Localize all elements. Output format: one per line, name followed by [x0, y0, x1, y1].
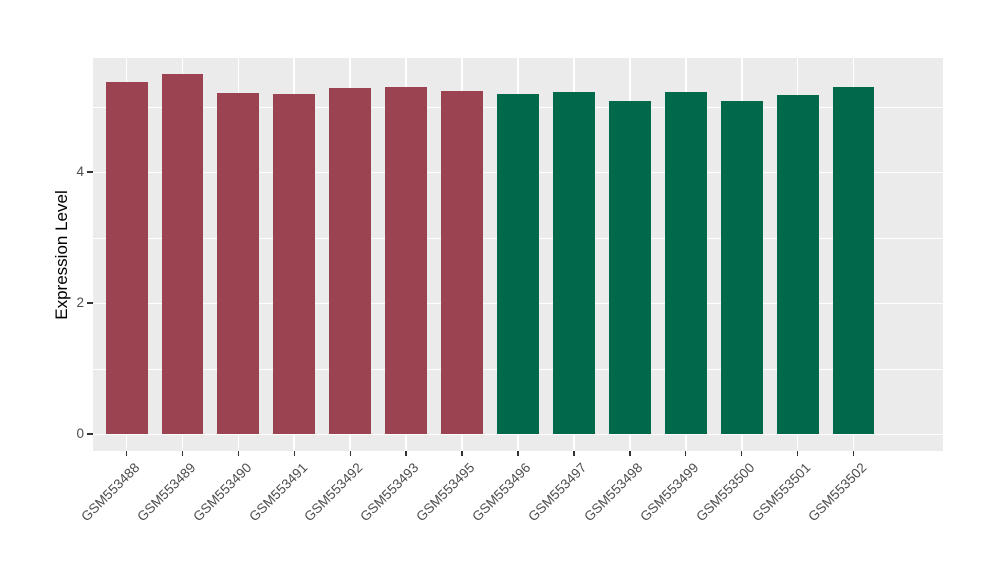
x-axis-tick — [293, 451, 295, 456]
y-tick-label: 2 — [76, 295, 84, 310]
bar-GSM553502 — [832, 86, 875, 434]
bar-GSM553498 — [608, 100, 651, 434]
x-tick-label: GSM553492 — [301, 460, 366, 525]
bar-GSM553501 — [776, 95, 819, 434]
x-axis-tick — [685, 451, 687, 456]
x-tick-label: GSM553489 — [133, 460, 199, 525]
y-tick-label: 4 — [76, 164, 84, 179]
x-tick-label: GSM553497 — [525, 460, 590, 525]
x-tick-label: GSM553501 — [749, 460, 814, 525]
bar-GSM553493 — [385, 86, 428, 434]
x-tick-label: GSM553490 — [189, 460, 255, 525]
bar-GSM553491 — [273, 94, 316, 434]
bar-GSM553489 — [161, 73, 204, 434]
bar-GSM553488 — [105, 82, 148, 434]
x-tick-label: GSM553498 — [581, 460, 646, 525]
x-axis-tick — [125, 451, 128, 456]
x-axis-tick — [237, 451, 240, 456]
bar-GSM553499 — [664, 92, 707, 434]
y-axis-tick — [87, 302, 93, 304]
x-axis-tick — [796, 451, 799, 456]
x-axis-tick — [852, 451, 855, 456]
x-axis-tick — [740, 451, 743, 456]
bar-GSM553500 — [720, 101, 763, 434]
x-tick-label: GSM553499 — [637, 460, 702, 525]
x-tick-label: GSM553491 — [245, 460, 310, 525]
x-axis-tick — [181, 451, 184, 456]
x-axis-tick — [461, 451, 463, 456]
x-axis-tick — [349, 451, 351, 456]
bar-GSM553495 — [441, 90, 484, 434]
bar-GSM553490 — [217, 93, 260, 434]
x-axis-tick — [405, 451, 407, 456]
x-tick-label: GSM553496 — [469, 460, 534, 525]
x-tick-label: GSM553500 — [693, 460, 758, 525]
bar-GSM553496 — [497, 94, 539, 434]
x-axis-tick — [629, 451, 631, 456]
y-axis-tick — [87, 433, 93, 435]
x-tick-label: GSM553495 — [413, 460, 478, 525]
bar-GSM553497 — [552, 92, 595, 434]
x-axis-tick — [573, 451, 575, 456]
y-tick-label: 0 — [76, 426, 84, 441]
plot-panel — [93, 58, 943, 451]
x-tick-label: GSM553493 — [357, 460, 422, 525]
x-axis-tick — [517, 451, 519, 456]
x-tick-label: GSM553502 — [804, 460, 870, 525]
x-tick-label: GSM553488 — [77, 460, 143, 525]
bar-GSM553492 — [329, 88, 372, 434]
y-axis-tick — [87, 171, 93, 173]
